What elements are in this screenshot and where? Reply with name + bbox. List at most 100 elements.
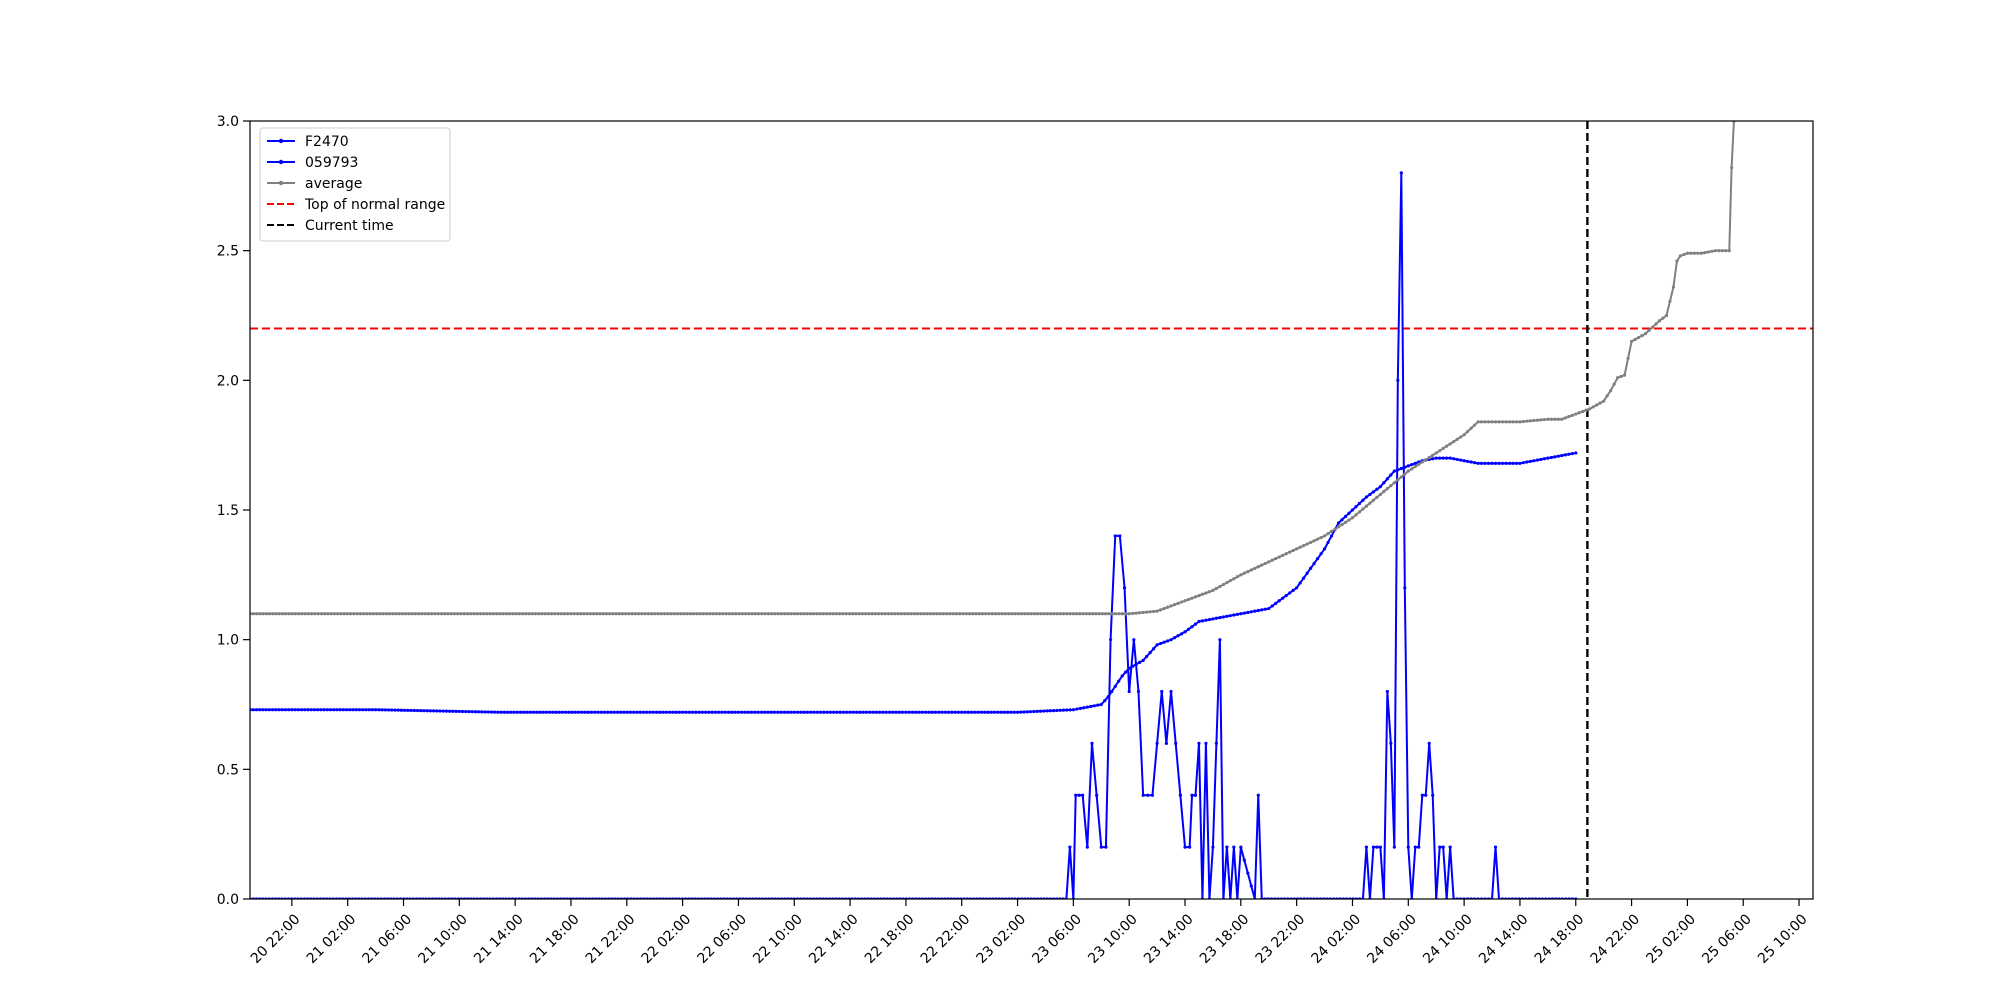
data-point: [506, 710, 510, 714]
x-tick-label: 24 22:00: [1588, 911, 1644, 967]
data-point: [1132, 638, 1136, 642]
data-point: [651, 710, 655, 714]
data-point: [1518, 420, 1522, 424]
data-point: [1145, 654, 1149, 659]
data-point: [769, 612, 774, 616]
data-point: [666, 612, 670, 616]
data-point: [1239, 612, 1243, 616]
data-point: [1197, 619, 1201, 624]
data-point: [766, 612, 770, 616]
data-point: [701, 612, 705, 616]
data-point: [958, 612, 962, 616]
data-point: [1640, 334, 1644, 338]
data-point: [1074, 793, 1078, 797]
data-point: [501, 612, 505, 616]
data-point: [1197, 593, 1201, 598]
data-point: [348, 708, 352, 712]
data-point: [454, 709, 458, 713]
data-point: [909, 612, 913, 616]
data-point: [541, 710, 545, 714]
data-point: [1295, 586, 1299, 590]
data-point: [1357, 501, 1362, 506]
data-point: [1452, 457, 1456, 461]
data-point: [358, 612, 362, 616]
data-point: [524, 612, 528, 616]
data-point: [782, 612, 787, 616]
data-point: [449, 612, 453, 616]
data-point: [828, 710, 832, 714]
data-point: [1124, 612, 1128, 616]
data-point: [522, 710, 526, 714]
data-point: [1514, 420, 1519, 424]
y-tick-label: 1.0: [217, 633, 239, 649]
data-point: [1068, 612, 1072, 616]
data-point: [1385, 689, 1389, 694]
data-point: [274, 612, 278, 616]
series-1: [250, 451, 1578, 714]
data-point: [533, 612, 538, 616]
data-point: [976, 710, 980, 714]
data-point: [718, 612, 722, 616]
data-point: [1131, 611, 1135, 616]
data-point: [708, 612, 712, 616]
data-point: [1025, 710, 1029, 714]
data-point: [595, 612, 599, 616]
data-point: [290, 612, 294, 616]
data-point: [1420, 460, 1424, 464]
data-point: [1183, 845, 1187, 849]
data-point: [338, 708, 342, 712]
data-point: [1071, 708, 1075, 712]
data-point: [528, 710, 532, 714]
y-tick-label: 0.5: [217, 762, 239, 778]
data-point: [293, 612, 298, 616]
data-point: [604, 612, 609, 616]
data-point: [1165, 605, 1170, 609]
data-point: [400, 612, 405, 616]
data-point: [570, 710, 574, 714]
data-point: [625, 710, 629, 714]
data-point: [1009, 710, 1013, 714]
data-point: [448, 709, 452, 713]
data-point: [1136, 689, 1141, 694]
data-point: [1302, 576, 1306, 580]
data-point: [1085, 845, 1089, 849]
data-point: [387, 612, 392, 616]
data-point: [1052, 612, 1056, 616]
data-point: [1452, 440, 1456, 444]
data-point: [1361, 498, 1365, 502]
data-point: [1207, 617, 1212, 622]
data-point: [452, 612, 457, 616]
data-point: [874, 710, 878, 714]
data-point: [910, 710, 915, 714]
data-point: [1392, 469, 1396, 473]
x-tick-label: 25 02:00: [1643, 911, 1699, 967]
y-tick-label: 2.5: [217, 244, 239, 260]
legend: F2470 059793 average Top of normal range Cur…: [259, 127, 451, 242]
data-point: [1479, 420, 1484, 424]
data-point: [1078, 612, 1082, 616]
data-point: [1190, 793, 1194, 797]
data-point: [1061, 708, 1066, 712]
data-point: [1493, 461, 1498, 465]
data-point: [620, 612, 625, 616]
data-point: [306, 612, 311, 616]
data-point: [646, 612, 650, 616]
data-point: [1081, 612, 1085, 616]
data-point: [1249, 610, 1253, 614]
data-point: [815, 612, 819, 616]
data-point: [1560, 417, 1564, 421]
data-point: [1713, 249, 1717, 253]
data-point: [1490, 420, 1494, 424]
data-point: [378, 612, 382, 616]
data-point: [394, 612, 398, 616]
data-point: [1570, 413, 1574, 417]
data-point: [1062, 612, 1066, 616]
data-point: [1010, 612, 1014, 616]
data-point: [310, 612, 314, 616]
data-point: [1094, 612, 1098, 616]
data-point: [1619, 374, 1623, 379]
data-point: [1605, 394, 1609, 398]
data-point: [1035, 709, 1039, 713]
data-point: [1364, 504, 1369, 508]
data-point: [326, 612, 330, 616]
